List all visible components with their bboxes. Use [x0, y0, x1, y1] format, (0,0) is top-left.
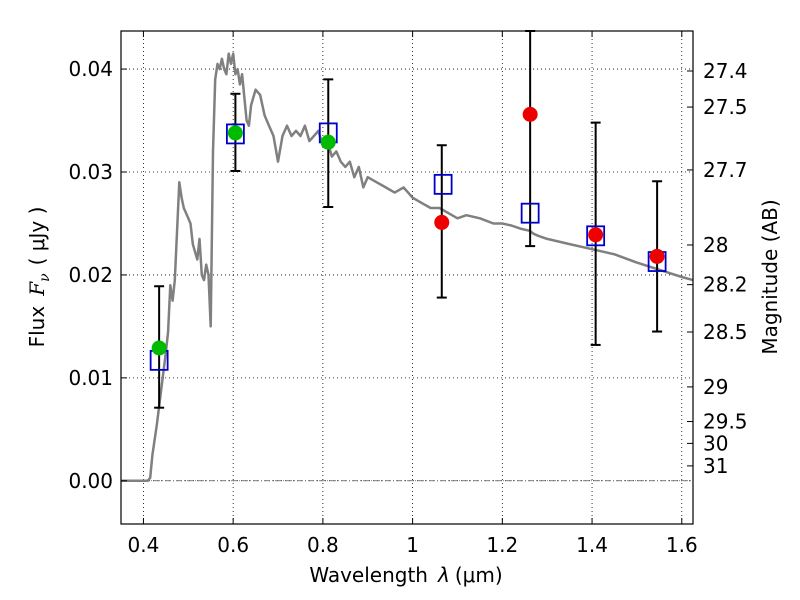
magnitude-tick-label: 31 [703, 454, 728, 478]
y-tick-label: 0.04 [68, 57, 113, 81]
measured-points [151, 106, 665, 356]
plot-area [121, 31, 693, 524]
model-photometry-box [520, 202, 540, 224]
detection-point [320, 134, 336, 150]
magnitude-tick-label: 29.5 [703, 410, 748, 434]
x-tick-label: 1 [406, 533, 419, 557]
model-photometry-boxes [149, 122, 667, 371]
y-tick-label: 0.00 [68, 469, 113, 493]
model-photometry-box [225, 123, 245, 145]
x-axis-label-text: Wavelength [309, 563, 428, 587]
low-significance-point [588, 227, 604, 243]
magnitude-tick-label: 27.7 [703, 158, 748, 182]
y-tick-label: 0.03 [68, 160, 113, 184]
magnitude-tick-label: 28.5 [703, 320, 748, 344]
x-tick-label: 1.6 [666, 533, 698, 557]
model-photometry-box [433, 173, 453, 195]
magnitude-tick-label: 30 [703, 431, 728, 455]
y-axis-label: Flux Fν ( μJy ) [25, 207, 53, 348]
plot-frame [120, 30, 694, 525]
y-axis-label-unit: ( μJy ) [25, 207, 49, 266]
low-significance-point [649, 248, 665, 264]
detection-point [151, 340, 167, 356]
detection-point [227, 125, 243, 141]
low-significance-point [434, 214, 450, 230]
magnitude-tick-label: 28.2 [703, 273, 748, 297]
magnitude-tick-label: 29 [703, 375, 728, 399]
magnitude-tick-label: 27.4 [703, 59, 748, 83]
model-photometry-box [586, 225, 606, 247]
low-significance-point [522, 106, 538, 122]
x-axis-label-unit: (μm) [455, 563, 503, 587]
y-axis-label-subscript: ν [37, 273, 53, 282]
magnitude-tick-label: 27.5 [703, 95, 748, 119]
x-axis-label-symbol: λ [437, 563, 450, 587]
y-tick-label: 0.02 [68, 263, 113, 287]
x-tick-label: 1.2 [486, 533, 518, 557]
x-tick-label: 1.4 [576, 533, 608, 557]
x-axis-label: Wavelength λ (μm) [309, 563, 502, 587]
y-axis-label-symbol: F [25, 281, 49, 297]
y-axis-ticks: 0.00 0.01 0.02 0.03 0.04 [68, 57, 127, 493]
x-tick-label: 0.4 [128, 533, 160, 557]
x-tick-label: 0.8 [307, 533, 339, 557]
spectrum-line [121, 52, 694, 483]
x-axis-ticks: 0.4 0.6 0.8 1 1.2 1.4 1.6 [128, 31, 698, 557]
y-axis-label-text: Flux [25, 306, 49, 348]
magnitude-axis-label: Magnitude (AB) [758, 199, 782, 354]
magnitude-tick-label: 28 [703, 233, 728, 257]
x-tick-label: 0.6 [217, 533, 249, 557]
y-tick-label: 0.01 [68, 366, 113, 390]
